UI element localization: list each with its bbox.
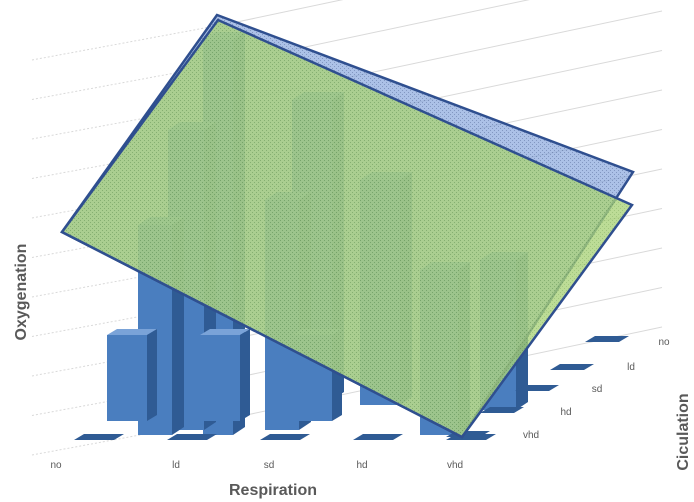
depth-tick-label: no — [658, 337, 670, 348]
x-tick-label: no — [50, 460, 62, 471]
y-axis-title: Oxygenation — [13, 244, 30, 341]
floor-bar — [167, 434, 217, 440]
bar-side — [147, 329, 157, 421]
x-axis-ticks: no ld sd hd vhd — [50, 460, 463, 471]
depth-tick-label: hd — [560, 407, 571, 418]
depth-tick-label: ld — [627, 362, 635, 373]
bar — [107, 329, 157, 421]
floor-bar — [480, 407, 524, 413]
x-tick-label: ld — [172, 460, 180, 471]
floor-bar — [74, 434, 124, 440]
depth-axis-ticks: no ld sd hd vhd — [523, 337, 670, 441]
x-tick-label: hd — [356, 460, 367, 471]
gridline — [31, 21, 238, 61]
bar-front — [200, 335, 240, 421]
floor-bar — [550, 364, 594, 370]
x-tick-label: vhd — [447, 460, 463, 471]
floor-bar — [260, 434, 310, 440]
x-tick-label: sd — [264, 460, 275, 471]
gridline — [236, 0, 530, 62]
floor-bar — [515, 385, 559, 391]
bar-top — [107, 329, 157, 335]
bar — [200, 329, 250, 421]
depth-axis-title: Ciculation — [675, 393, 692, 470]
floor-bar — [585, 336, 629, 342]
depth-tick-label: vhd — [523, 430, 539, 441]
floor-bar — [353, 434, 403, 440]
x-axis-title: Respiration — [229, 482, 317, 499]
bar-front — [107, 335, 147, 421]
bar-side — [240, 329, 250, 421]
bar-top — [200, 329, 250, 335]
green-plane — [60, 18, 634, 439]
gridline — [236, 0, 344, 23]
depth-tick-label: sd — [592, 384, 603, 395]
